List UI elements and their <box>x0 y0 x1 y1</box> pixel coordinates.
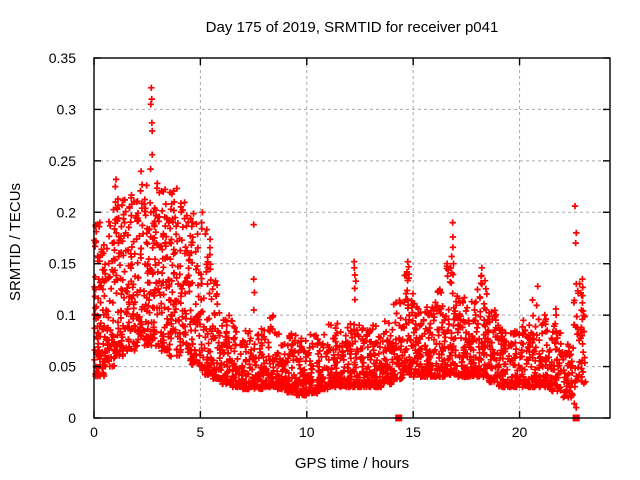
x-tick-label-20: 20 <box>512 424 528 440</box>
y-tick-label-0.15: 0.15 <box>49 256 76 272</box>
tick-labels: 0 5 10 15 20 0 0.05 0.1 0.15 0.2 0.25 0.3 0.35 <box>49 50 528 440</box>
y-tick-label-0: 0 <box>68 410 76 426</box>
x-axis-label: GPS time / hours <box>295 455 409 472</box>
y-tick-label-0.3: 0.3 <box>57 101 77 117</box>
y-tick-label-0.35: 0.35 <box>49 50 76 66</box>
plot-border <box>93 57 611 419</box>
x-tick-label-0: 0 <box>90 424 98 440</box>
y-tick-label-0.05: 0.05 <box>49 359 76 375</box>
y-tick-label-0.1: 0.1 <box>57 307 77 323</box>
y-tick-label-0.25: 0.25 <box>49 153 76 169</box>
y-axis-label: SRMTID / TECUs <box>7 183 24 301</box>
x-tick-label-5: 5 <box>196 424 204 440</box>
chart-title: Day 175 of 2019, SRMTID for receiver p04… <box>206 19 499 36</box>
plot-frame <box>93 57 611 419</box>
x-tick-label-15: 15 <box>405 424 421 440</box>
y-tick-label-0.2: 0.2 <box>57 204 77 220</box>
x-tick-label-10: 10 <box>299 424 315 440</box>
